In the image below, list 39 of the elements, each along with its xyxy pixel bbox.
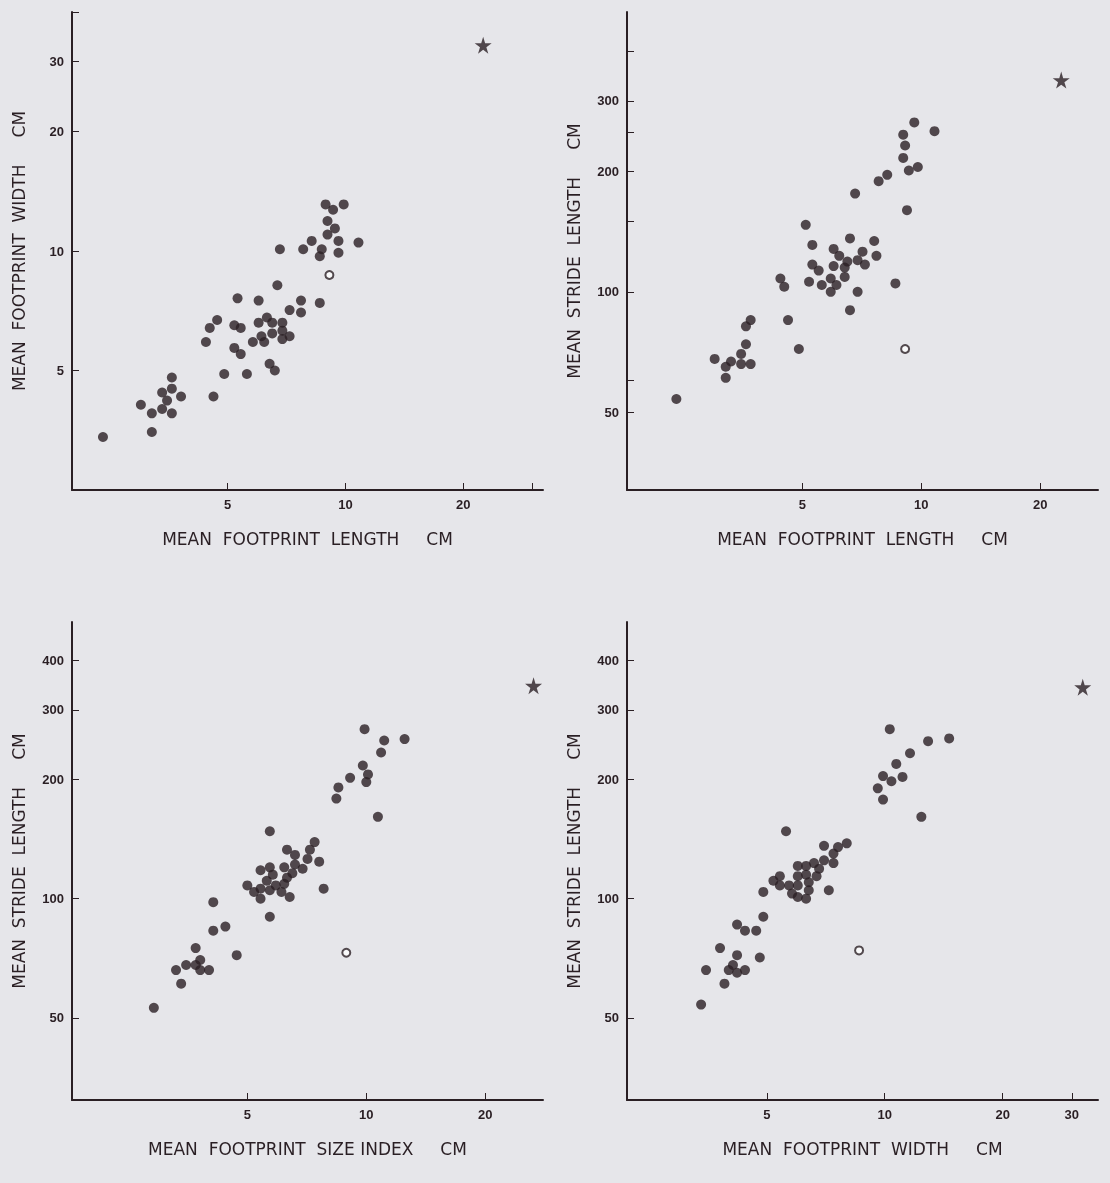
y-axis-title: MEAN STRIDE LENGTH CM [563,733,584,989]
x-tick-label: 20 [995,1107,1010,1122]
x-axis-title: MEAN FOOTPRINT LENGTH CM [717,528,1008,549]
y-tick-label: 50 [604,1010,619,1026]
y-tick-label: 300 [42,702,64,718]
x-axis-title: MEAN FOOTPRINT SIZE INDEX CM [148,1138,467,1159]
y-tick-label: 100 [597,891,619,907]
x-tick-label: 30 [1064,1107,1079,1122]
y-tick-label: 300 [597,93,619,109]
y-tick-label: 10 [49,243,64,259]
x-tick-label: 5 [763,1107,771,1122]
x-axis-title: MEAN FOOTPRINT WIDTH CM [722,1138,1003,1159]
y-tick-label: 50 [49,1010,64,1026]
x-tick-label: 5 [243,1107,251,1122]
x-tick-label: 10 [359,1107,374,1122]
y-axis-title: MEAN STRIDE LENGTH CM [8,733,29,989]
y-tick-label: 400 [597,652,619,668]
y-tick-label: 100 [597,284,619,300]
y-tick-label: 200 [42,772,64,788]
y-axis-title: MEAN STRIDE LENGTH CM [563,123,584,379]
y-tick-label: 30 [49,54,64,70]
y-tick-label: 5 [56,363,64,378]
x-tick-label: 5 [798,497,806,512]
x-tick-label: 20 [1033,497,1048,512]
y-tick-label: 100 [42,891,64,907]
y-tick-label: 200 [597,163,619,179]
x-axis-title: MEAN FOOTPRINT LENGTH CM [162,528,453,549]
y-tick-label: 400 [42,652,64,668]
y-tick-label: 20 [49,124,64,139]
x-tick-label: 20 [455,497,471,512]
y-tick-label: 200 [597,772,619,788]
y-axis-title: MEAN FOOTPRINT WIDTH CM [8,110,29,392]
y-tick-label: 300 [597,702,619,718]
x-tick-label: 10 [338,497,353,512]
x-tick-label: 10 [877,1107,892,1122]
x-tick-label: 5 [224,497,232,512]
x-tick-label: 20 [478,1107,493,1122]
x-tick-label: 10 [914,497,929,512]
y-tick-label: 50 [604,404,619,420]
